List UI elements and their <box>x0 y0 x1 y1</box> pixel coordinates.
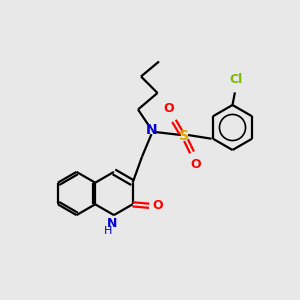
Text: O: O <box>190 158 201 171</box>
Text: N: N <box>107 217 118 230</box>
Text: H: H <box>104 226 113 236</box>
Text: O: O <box>163 103 174 116</box>
Text: S: S <box>179 130 190 143</box>
Text: Cl: Cl <box>230 74 243 86</box>
Text: O: O <box>153 199 163 212</box>
Text: N: N <box>146 124 157 137</box>
